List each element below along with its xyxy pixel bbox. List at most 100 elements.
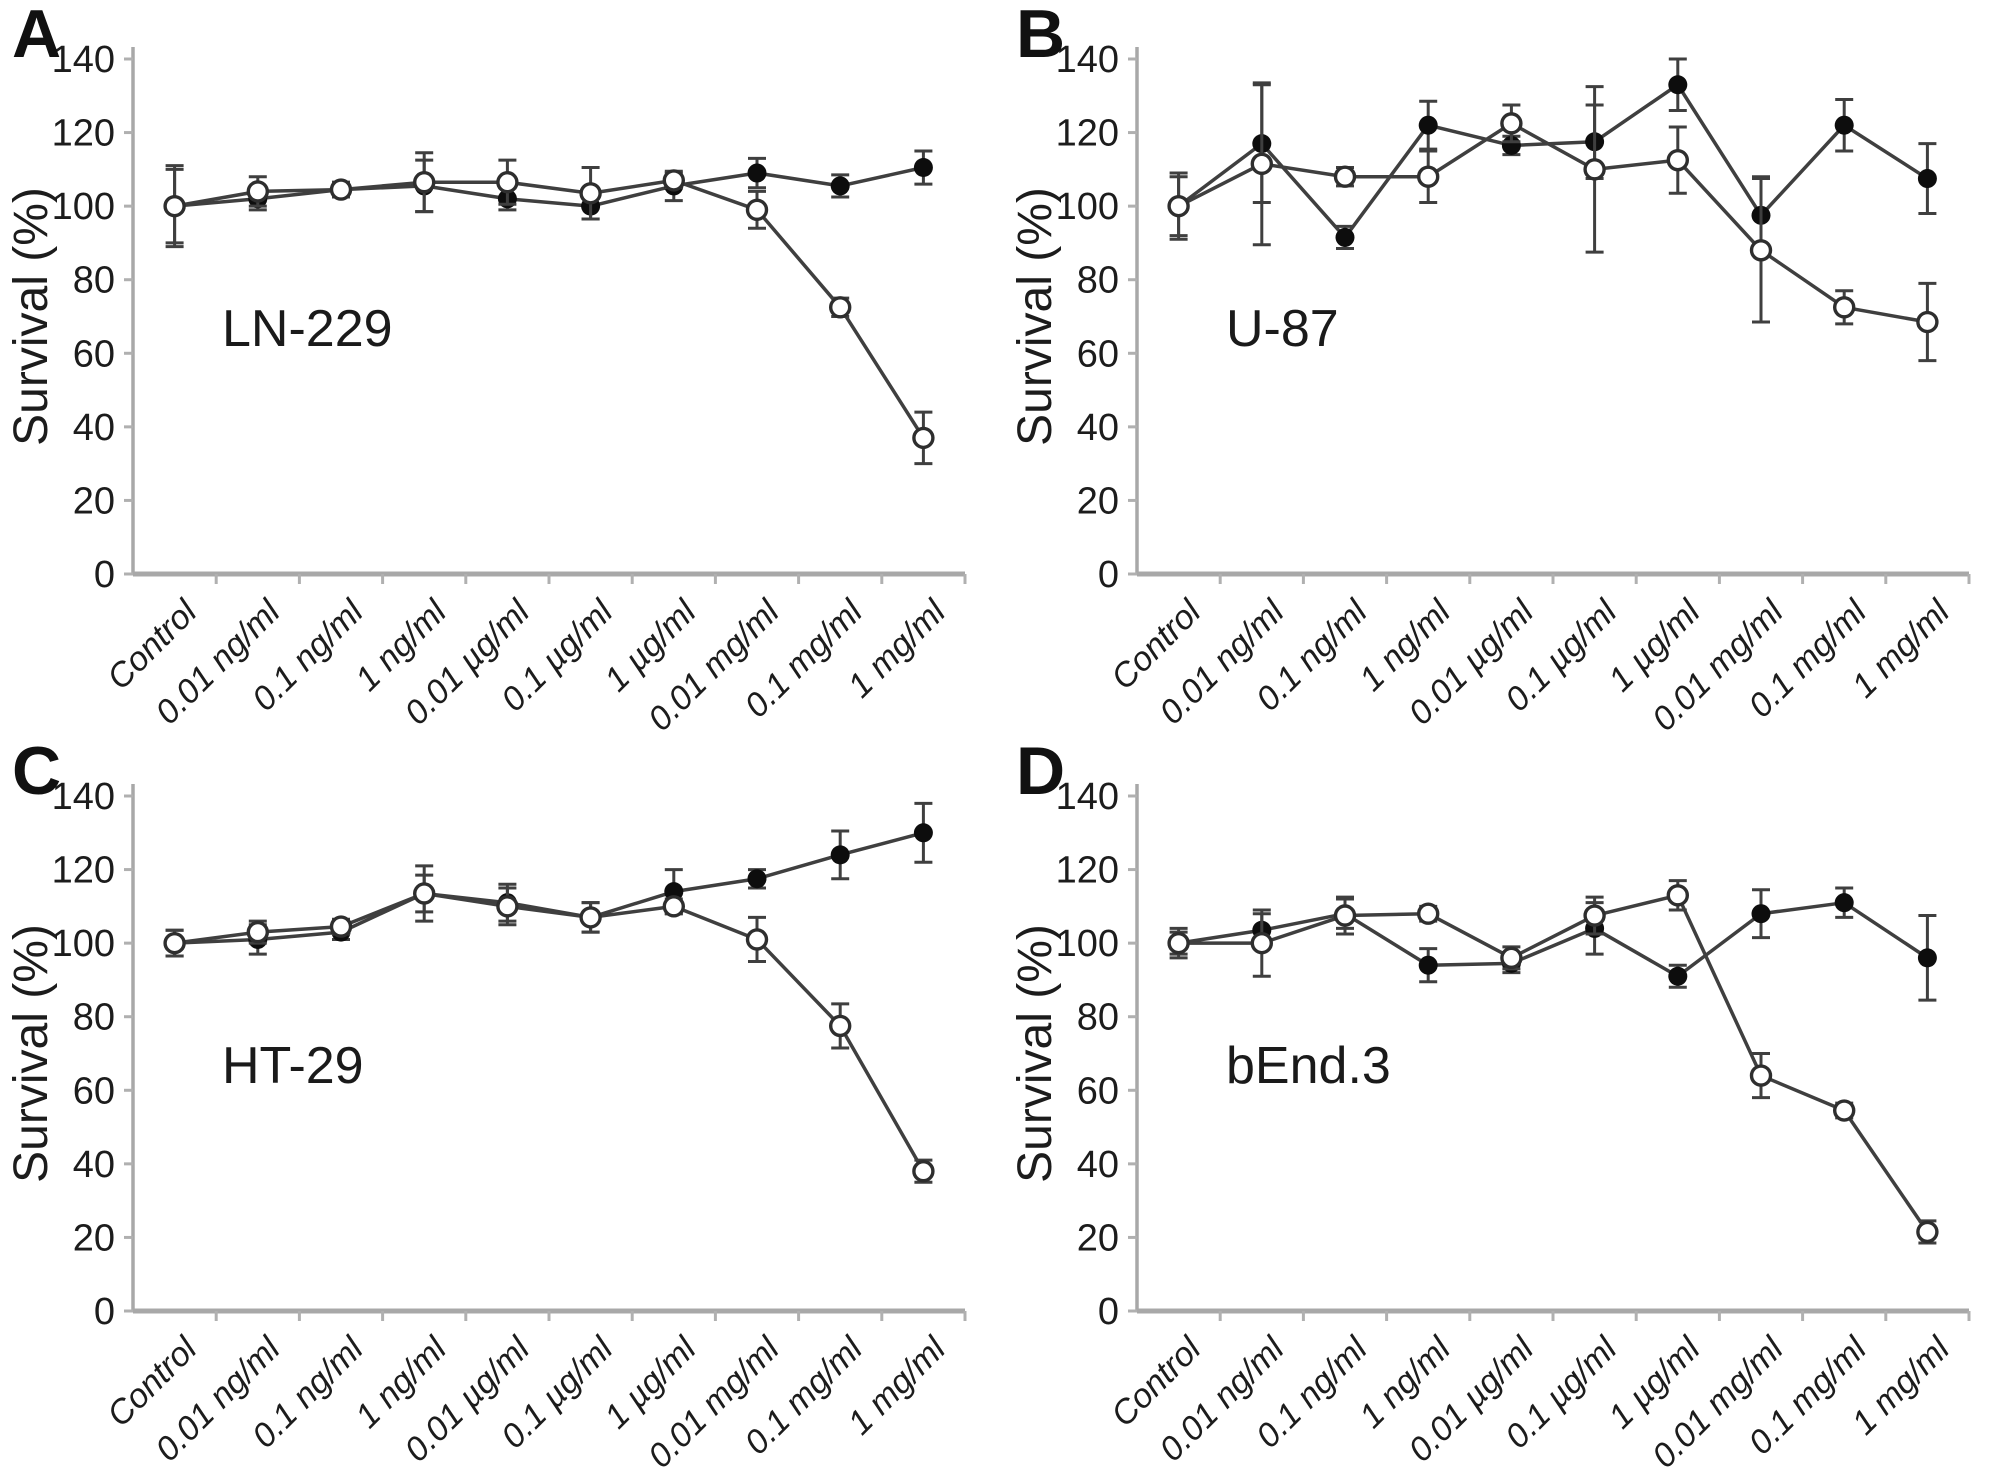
marker-filled-circle	[747, 869, 767, 889]
series-line	[174, 891, 925, 1173]
marker-open-circle	[413, 882, 436, 905]
marker-open-circle	[1833, 1099, 1856, 1122]
series-filled-circle	[165, 149, 933, 249]
y-axis-title: Survival (%)	[5, 187, 58, 446]
marker-open-circle	[1583, 904, 1606, 927]
panel-D: D 0 20 40 60 80 100 120 140 Control 0.01 ng/ml 0.1…	[1004, 737, 2008, 1474]
series-line	[1178, 900, 1929, 978]
marker-open-circle	[1417, 902, 1440, 925]
y-tick-label: 0	[94, 1291, 115, 1333]
marker-open-circle	[329, 178, 353, 201]
y-tick-label: 80	[73, 997, 115, 1039]
series-open-circle	[163, 151, 935, 466]
marker-open-circle	[1417, 165, 1440, 188]
y-tick-label: 40	[73, 1144, 115, 1186]
marker-open-circle	[829, 296, 852, 319]
marker-open-circle	[1749, 239, 1773, 262]
series-filled-circle	[165, 801, 933, 958]
y-axis-title: Survival (%)	[1009, 187, 1062, 446]
marker-open-circle	[1167, 931, 1190, 955]
y-tick-label: 80	[1077, 997, 1119, 1039]
cell-line-label: HT-29	[222, 1037, 364, 1095]
series-filled-circle	[1169, 57, 1937, 256]
y-tick-label: 20	[73, 1217, 115, 1259]
marker-open-circle	[1500, 946, 1523, 970]
series-line	[1178, 893, 1929, 1233]
marker-open-circle	[1333, 165, 1357, 188]
y-tick-label: 60	[1077, 333, 1119, 375]
marker-filled-circle	[913, 823, 933, 843]
marker-filled-circle	[1668, 75, 1688, 95]
y-tick-label: 140	[1056, 39, 1119, 81]
marker-filled-circle	[747, 163, 767, 183]
y-tick-label: 140	[52, 776, 115, 818]
y-tick-label: 40	[73, 407, 115, 449]
marker-filled-circle	[1834, 115, 1854, 135]
series-filled-circle	[1169, 886, 1937, 1002]
series-line	[174, 178, 925, 439]
marker-open-circle	[1666, 148, 1689, 172]
marker-open-circle	[1333, 904, 1357, 927]
marker-open-circle	[163, 194, 186, 218]
y-axis-title: Survival (%)	[1009, 924, 1062, 1183]
marker-open-circle	[1833, 296, 1856, 319]
y-tick-label: 0	[1098, 554, 1119, 596]
marker-open-circle	[579, 906, 602, 929]
marker-open-circle	[1250, 931, 1273, 955]
marker-open-circle	[829, 1014, 852, 1038]
y-tick-label: 0	[94, 554, 115, 596]
marker-open-circle	[1916, 1220, 1939, 1244]
panel-B: B 0 20 40 60 80 100 120 140 Control 0.01 ng/ml 0.1…	[1004, 0, 2008, 737]
marker-filled-circle	[1751, 904, 1771, 924]
marker-open-circle	[1583, 158, 1606, 181]
marker-filled-circle	[1418, 115, 1438, 135]
y-tick-label: 40	[1077, 407, 1119, 449]
y-tick-label: 0	[1098, 1291, 1119, 1333]
marker-open-circle	[1916, 310, 1939, 334]
y-tick-label: 60	[73, 333, 115, 375]
panel-letter-A: A	[12, 0, 62, 72]
cell-line-label: U-87	[1226, 300, 1339, 358]
series-line	[1177, 83, 1929, 240]
marker-filled-circle	[1418, 955, 1438, 975]
y-axis-title: Survival (%)	[5, 924, 58, 1183]
marker-open-circle	[1250, 152, 1273, 176]
marker-open-circle	[662, 169, 685, 192]
marker-open-circle	[413, 171, 436, 194]
cell-line-label: bEnd.3	[1226, 1037, 1391, 1095]
cell-line-label: LN-229	[222, 300, 393, 358]
y-tick-label: 120	[1056, 850, 1119, 892]
y-tick-label: 80	[73, 260, 115, 302]
series-line	[1177, 121, 1928, 324]
y-tick-label: 120	[52, 850, 115, 892]
y-tick-label: 20	[73, 480, 115, 522]
marker-open-circle	[1167, 194, 1190, 218]
marker-open-circle	[246, 920, 269, 944]
marker-filled-circle	[1917, 169, 1937, 189]
y-tick-label: 80	[1077, 260, 1119, 302]
y-tick-label: 140	[52, 39, 115, 81]
marker-open-circle	[579, 182, 602, 205]
series-line	[174, 165, 924, 208]
y-tick-label: 100	[52, 186, 115, 228]
marker-open-circle	[912, 1160, 935, 1183]
marker-filled-circle	[830, 176, 850, 196]
marker-filled-circle	[830, 845, 850, 865]
series-open-circle	[1167, 879, 1939, 1245]
y-tick-label: 100	[52, 923, 115, 965]
marker-open-circle	[662, 895, 685, 918]
panel-letter-C: C	[12, 733, 62, 809]
y-tick-label: 100	[1056, 186, 1119, 228]
y-tick-label: 40	[1077, 1144, 1119, 1186]
marker-open-circle	[745, 198, 769, 222]
series-open-circle	[163, 873, 935, 1184]
marker-open-circle	[1666, 884, 1689, 907]
marker-open-circle	[912, 426, 935, 450]
marker-filled-circle	[1335, 227, 1355, 247]
y-tick-label: 120	[52, 113, 115, 155]
panel-C: C 0 20 40 60 80 100 120 140 Control 0.01 ng/ml 0.1…	[0, 737, 1004, 1474]
series-line	[174, 831, 924, 945]
